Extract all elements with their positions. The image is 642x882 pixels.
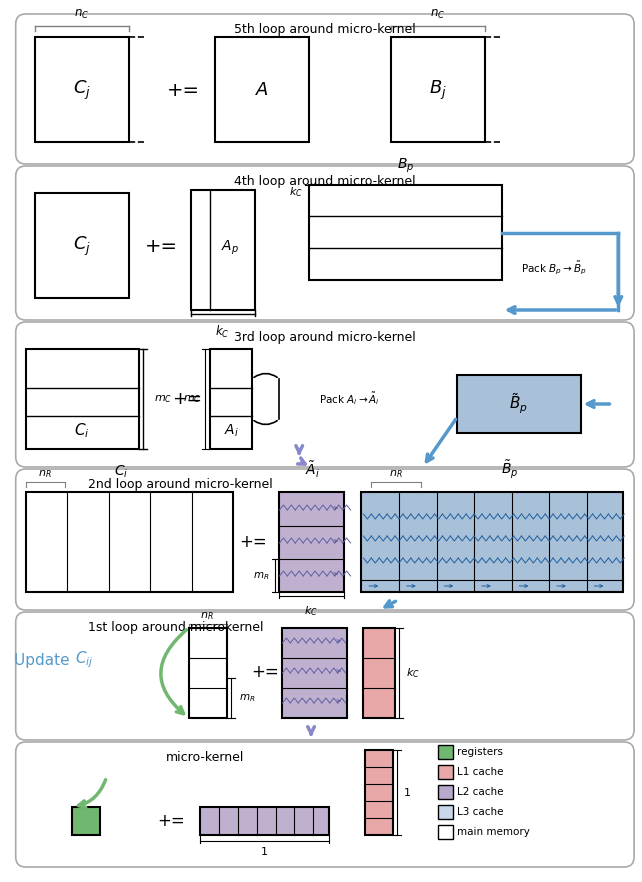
Text: $n_R$: $n_R$ — [39, 468, 52, 480]
Bar — [437, 765, 453, 779]
Bar — [215, 37, 309, 142]
Text: $C_j$: $C_j$ — [73, 235, 91, 258]
Text: $n_C$: $n_C$ — [430, 8, 445, 21]
Text: Update: Update — [15, 653, 75, 668]
Bar — [361, 492, 623, 592]
Bar — [457, 375, 581, 433]
Text: +=: += — [167, 80, 200, 100]
Text: L1 cache: L1 cache — [457, 767, 504, 777]
Text: +=: += — [157, 812, 185, 830]
Text: 5th loop around micro-kernel: 5th loop around micro-kernel — [234, 23, 416, 36]
Text: $\tilde{A}_i$: $\tilde{A}_i$ — [304, 460, 320, 480]
Text: $m_R$: $m_R$ — [253, 570, 270, 582]
Text: +=: += — [173, 390, 203, 408]
Text: $m_C$: $m_C$ — [154, 393, 172, 405]
Bar — [437, 825, 453, 839]
Text: $C_i$: $C_i$ — [114, 464, 128, 480]
Bar — [189, 628, 227, 718]
Text: Pack $B_p \rightarrow \tilde{B}_p$: Pack $B_p \rightarrow \tilde{B}_p$ — [521, 259, 587, 277]
Bar — [35, 37, 129, 142]
Text: +=: += — [239, 533, 266, 551]
Text: L3 cache: L3 cache — [457, 807, 504, 817]
Text: $C_{ij}$: $C_{ij}$ — [75, 650, 94, 670]
Bar — [391, 37, 485, 142]
Text: 1: 1 — [404, 788, 411, 798]
Text: +=: += — [144, 236, 177, 256]
Text: $C_j$: $C_j$ — [73, 78, 91, 101]
Text: micro-kernel: micro-kernel — [166, 751, 245, 764]
Text: $B_p$: $B_p$ — [397, 157, 414, 175]
Bar — [211, 349, 252, 449]
Text: $n_R$: $n_R$ — [200, 610, 214, 622]
Text: $m_R$: $m_R$ — [239, 692, 256, 704]
Text: 1: 1 — [261, 847, 268, 857]
Text: $k_C$: $k_C$ — [215, 324, 229, 340]
Text: 1st loop around microkernel: 1st loop around microkernel — [88, 621, 263, 634]
Text: $n_C$: $n_C$ — [74, 8, 89, 21]
Bar — [282, 628, 347, 718]
Text: $A$: $A$ — [255, 81, 269, 99]
Text: Pack $A_i \rightarrow \tilde{A}_i$: Pack $A_i \rightarrow \tilde{A}_i$ — [319, 391, 380, 407]
Text: $C_i$: $C_i$ — [74, 422, 90, 440]
Text: main memory: main memory — [457, 827, 530, 837]
Text: $\tilde{B}_p$: $\tilde{B}_p$ — [501, 458, 518, 480]
Bar — [35, 193, 129, 298]
Bar — [437, 805, 453, 819]
Bar — [365, 750, 393, 835]
Bar — [437, 745, 453, 759]
Text: $n_R$: $n_R$ — [389, 468, 403, 480]
Text: registers: registers — [457, 747, 503, 757]
Bar — [437, 785, 453, 799]
Text: 3rd loop around micro-kernel: 3rd loop around micro-kernel — [234, 331, 416, 344]
Text: $A_p$: $A_p$ — [221, 239, 239, 258]
Text: 2nd loop around micro-kernel: 2nd loop around micro-kernel — [89, 478, 273, 491]
Bar — [26, 492, 233, 592]
Text: L2 cache: L2 cache — [457, 787, 504, 797]
Text: $k_C$: $k_C$ — [304, 604, 318, 617]
Text: $k_C$: $k_C$ — [406, 666, 420, 680]
Bar — [309, 185, 502, 280]
FancyArrowPatch shape — [615, 235, 621, 303]
Text: +=: += — [251, 663, 279, 681]
Bar — [26, 349, 139, 449]
Text: $B_j$: $B_j$ — [429, 78, 446, 101]
Bar — [72, 807, 100, 835]
Bar — [191, 190, 255, 310]
Text: $k_C$: $k_C$ — [290, 185, 303, 198]
Bar — [279, 492, 343, 592]
Bar — [200, 807, 329, 835]
Bar — [363, 628, 395, 718]
Text: $A_i$: $A_i$ — [223, 422, 238, 439]
Text: $\tilde{B}_p$: $\tilde{B}_p$ — [509, 392, 528, 416]
Text: $m_C$: $m_C$ — [183, 393, 202, 405]
Text: 4th loop around micro-kernel: 4th loop around micro-kernel — [234, 175, 416, 188]
